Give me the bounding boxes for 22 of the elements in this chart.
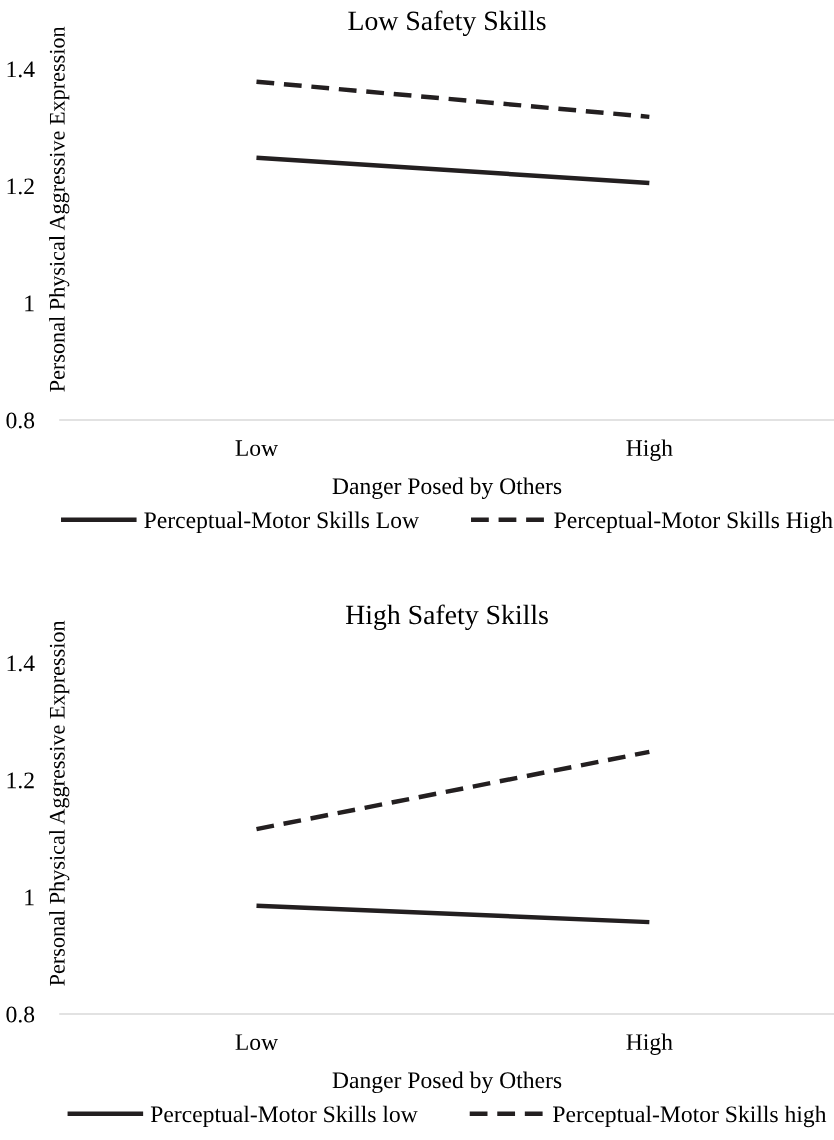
y-tick-label: 0.8 (6, 412, 35, 429)
legend-label: Perceptual-Motor Skills High (554, 511, 833, 534)
y-tick-label: 1.4 (7, 655, 35, 672)
x-tick-label: Low (235, 1034, 279, 1051)
y-tick-label: 1 (25, 889, 34, 906)
x-tick-label: High (626, 1033, 673, 1055)
y-tick-label: 0.8 (6, 1006, 35, 1023)
chart-title: Low Safety Skills (348, 10, 546, 36)
x-axis-title: Danger Posed by Others (332, 477, 562, 500)
y-axis-title: Personal Physical Aggressive Expression (49, 620, 70, 986)
y-tick-label: 1.4 (7, 61, 35, 78)
legend-label: Perceptual-Motor Skills Low (144, 511, 419, 534)
x-tick-label: High (626, 439, 673, 461)
legend-label: Perceptual-Motor Skills low (150, 1105, 418, 1128)
y-tick-label: 1.2 (7, 772, 34, 789)
x-tick-label: Low (235, 440, 279, 457)
chart-title: High Safety Skills (345, 604, 548, 631)
y-tick-label: 1 (25, 295, 34, 312)
x-axis-title: Danger Posed by Others (332, 1071, 562, 1094)
y-tick-label: 1.2 (7, 178, 34, 195)
legend-label: Perceptual-Motor Skills high (553, 1105, 827, 1128)
y-axis-title: Personal Physical Aggressive Expression (49, 26, 70, 392)
